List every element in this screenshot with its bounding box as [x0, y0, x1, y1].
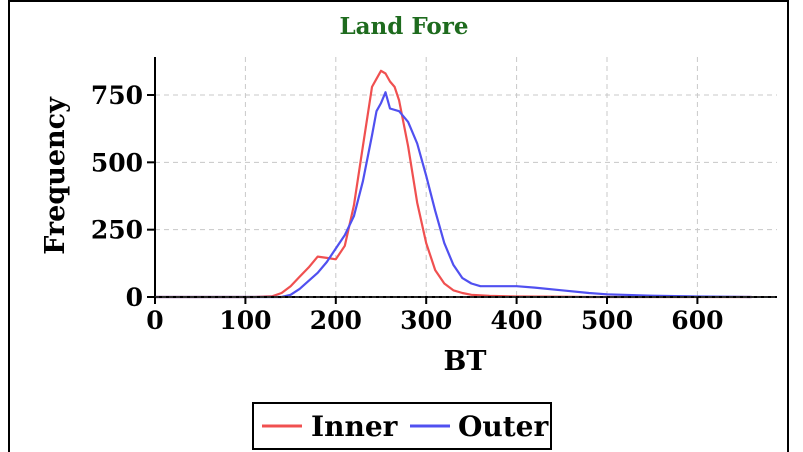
- x-tick-label: 0: [146, 306, 163, 335]
- tick-labels: 0 250 500 750 0 100 200 300 400 500 600: [91, 81, 724, 335]
- y-tick-label: 0: [126, 283, 143, 312]
- x-tick-label: 100: [219, 306, 271, 335]
- x-axis-label: BT: [444, 346, 487, 377]
- chart-title: Land Fore: [339, 13, 468, 40]
- legend-label-outer: Outer: [458, 410, 549, 443]
- series-line-outer: [155, 91, 752, 299]
- y-axis-label: Frequency: [40, 96, 71, 255]
- legend-label-inner: Inner: [311, 410, 399, 443]
- chart-frame: [8, 0, 789, 452]
- y-tick-label: 750: [91, 81, 143, 110]
- x-tick-label: 200: [310, 306, 362, 335]
- x-tick-label: 400: [491, 306, 543, 335]
- x-tick-label: 600: [671, 306, 723, 335]
- legend: Inner Outer: [252, 402, 552, 450]
- y-tick-label: 250: [91, 216, 143, 245]
- y-tick-label: 500: [91, 148, 143, 177]
- axes: [147, 57, 777, 304]
- grid: [155, 57, 777, 297]
- x-tick-label: 500: [581, 306, 633, 335]
- series-layer: [155, 69, 752, 299]
- x-tick-label: 300: [400, 306, 452, 335]
- legend-box: [252, 402, 552, 450]
